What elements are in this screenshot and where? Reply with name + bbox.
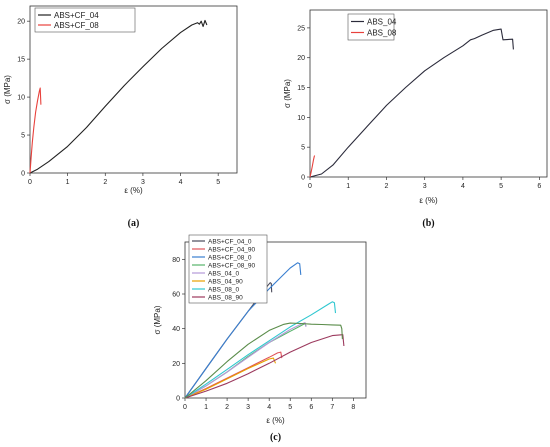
legend-entry-label: ABS_04_90 xyxy=(208,278,243,285)
x-tick-label: 0 xyxy=(308,183,312,190)
legend: ABS_04 ABS_08 xyxy=(347,13,397,41)
series-line-abs-cf-08 xyxy=(29,87,42,174)
y-tick-label: 0 xyxy=(301,175,305,182)
panel-caption: (a) xyxy=(128,218,140,229)
panel-caption: (c) xyxy=(270,432,281,443)
series-line-abs-08 xyxy=(309,155,316,178)
legend-entry-label: ABS+CF_04_90 xyxy=(208,246,256,253)
legend-entry-label: ABS+CF_04 xyxy=(54,11,99,20)
x-tick-label: 3 xyxy=(423,183,427,190)
x-tick-label: 7 xyxy=(330,404,334,411)
y-tick-label: 5 xyxy=(301,145,305,152)
series-line-abs-cf-08-90 xyxy=(184,322,307,399)
legend-box xyxy=(188,234,268,304)
legend: ABS+CF_04_0ABS+CF_04_90ABS+CF_08_0ABS+CF… xyxy=(188,234,268,304)
legend-entry-label: ABS_08 xyxy=(367,28,397,37)
x-tick-label: 4 xyxy=(267,404,271,411)
series-line-abs-cf-04-90 xyxy=(184,351,283,399)
y-tick-label: 80 xyxy=(172,257,180,264)
x-tick-label: 6 xyxy=(537,183,541,190)
x-tick-label: 1 xyxy=(204,404,208,411)
y-tick-label: 25 xyxy=(297,25,305,32)
x-tick-label: 6 xyxy=(309,404,313,411)
series-line-abs-04-0 xyxy=(184,322,307,399)
x-tick-label: 1 xyxy=(346,183,350,190)
series-line-abs-cf-04 xyxy=(29,19,208,174)
y-tick-label: 10 xyxy=(17,95,25,102)
legend-entry-label: ABS+CF_04_0 xyxy=(208,238,252,245)
series-line-unlabeled-8 xyxy=(184,322,343,399)
plot-frame xyxy=(184,241,367,399)
series-line-abs-cf-08-0 xyxy=(184,262,302,399)
x-axis-label: ε (%) xyxy=(124,186,143,195)
legend-entry-label: ABS_04_0 xyxy=(208,270,239,277)
x-tick-label: 5 xyxy=(216,179,220,186)
legend-entry-label: ABS_08_0 xyxy=(208,286,239,293)
x-axis-label: ε (%) xyxy=(419,196,438,205)
x-tick-label: 0 xyxy=(28,179,32,186)
x-axis-label: ε (%) xyxy=(266,416,285,425)
legend-entry-label: ABS+CF_08_0 xyxy=(208,254,252,261)
x-tick-label: 2 xyxy=(103,179,107,186)
y-tick-label: 20 xyxy=(297,55,305,62)
y-tick-label: 5 xyxy=(21,133,25,140)
x-tick-label: 4 xyxy=(461,183,465,190)
series-line-abs-08-0 xyxy=(184,301,337,399)
plot-frame xyxy=(309,9,548,178)
legend-entry-label: ABS_04 xyxy=(367,17,397,26)
series-line-abs-04-90 xyxy=(184,357,277,399)
y-axis-label: σ (MPa) xyxy=(283,79,292,108)
x-tick-label: 0 xyxy=(183,404,187,411)
y-tick-label: 0 xyxy=(21,171,25,178)
y-tick-label: 15 xyxy=(297,85,305,92)
x-tick-label: 5 xyxy=(288,404,292,411)
chart-panel-a: 0 1 2 3 4 5 0 5 10 15 20 ε (%) σ (MPa) ABS+CF_04ABS+C… xyxy=(3,5,238,229)
y-tick-label: 20 xyxy=(17,19,25,26)
panel-caption: (b) xyxy=(422,218,434,229)
x-tick-label: 5 xyxy=(499,183,503,190)
x-tick-label: 8 xyxy=(351,404,355,411)
x-tick-label: 3 xyxy=(141,179,145,186)
y-axis-label: σ (MPa) xyxy=(153,305,162,334)
legend-entry-label: ABS+CF_08_90 xyxy=(208,262,256,269)
legend-entry-label: ABS+CF_08 xyxy=(54,21,99,30)
x-tick-label: 1 xyxy=(66,179,70,186)
legend-entry-label: ABS_08_90 xyxy=(208,294,243,301)
y-tick-label: 15 xyxy=(17,57,25,64)
x-tick-label: 4 xyxy=(179,179,183,186)
y-tick-label: 60 xyxy=(172,292,180,299)
series-line-abs-08-90 xyxy=(184,334,345,399)
y-tick-label: 40 xyxy=(172,326,180,333)
y-tick-label: 10 xyxy=(297,115,305,122)
y-axis-label: σ (MPa) xyxy=(3,75,12,104)
plot-frame xyxy=(29,5,238,174)
legend-box xyxy=(347,13,395,41)
x-tick-label: 3 xyxy=(246,404,250,411)
x-tick-label: 2 xyxy=(225,404,229,411)
y-tick-label: 20 xyxy=(172,361,180,368)
x-tick-label: 2 xyxy=(384,183,388,190)
y-tick-label: 0 xyxy=(176,396,180,403)
series-line-abs-04 xyxy=(309,28,514,178)
legend-box xyxy=(34,7,136,33)
